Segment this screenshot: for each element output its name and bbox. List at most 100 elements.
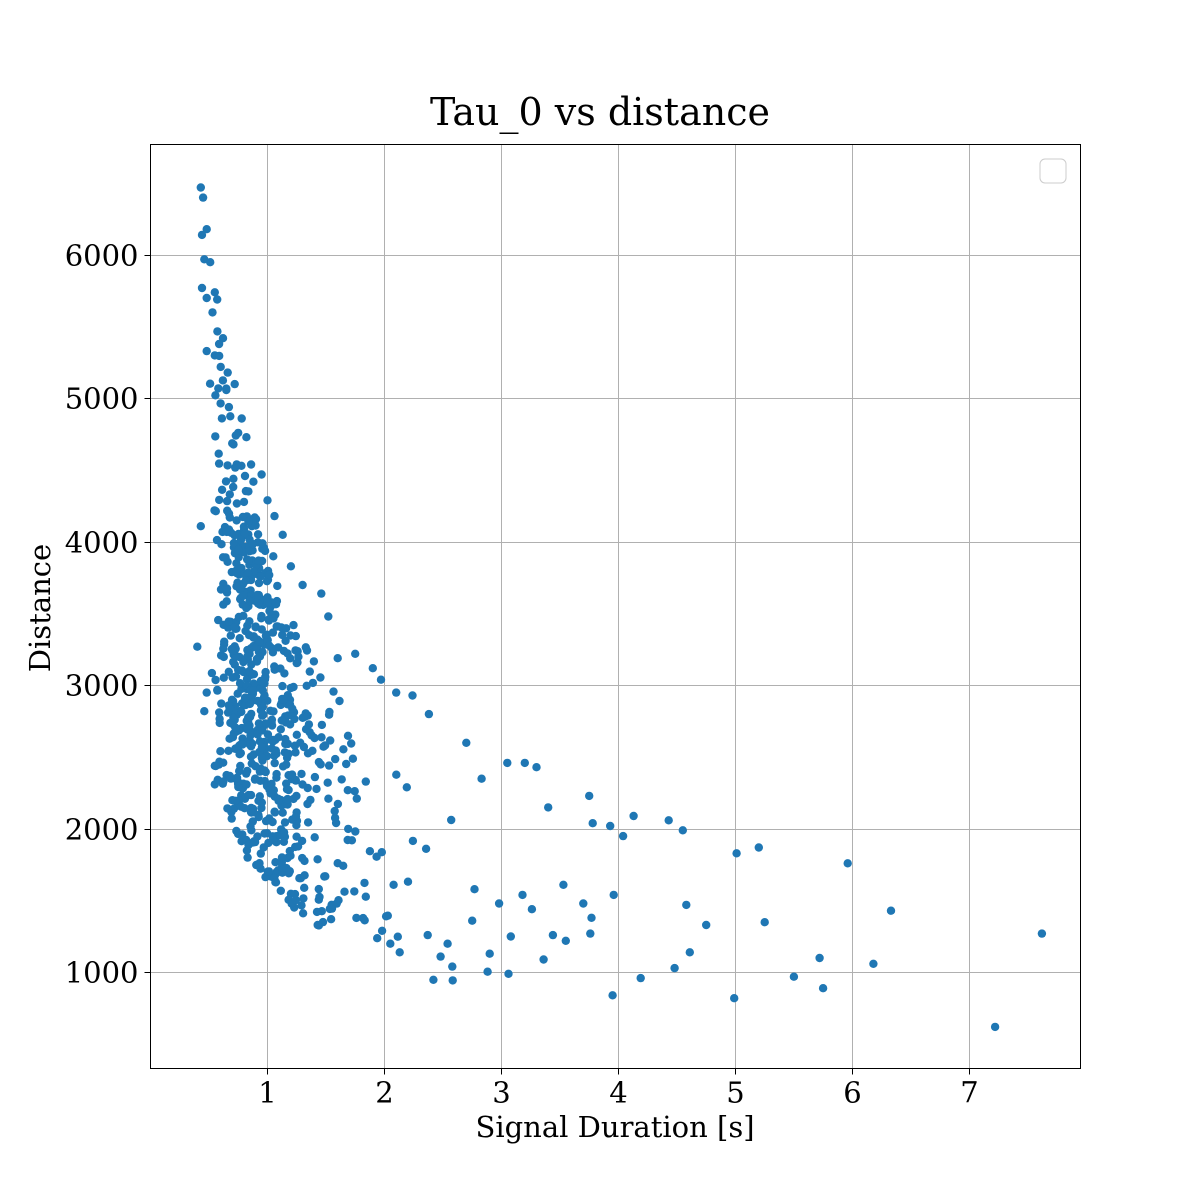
data-point xyxy=(307,731,316,740)
data-point xyxy=(278,530,287,539)
data-point xyxy=(229,713,238,722)
data-point xyxy=(214,339,224,349)
data-point xyxy=(337,775,346,784)
data-point xyxy=(298,580,307,590)
data-point xyxy=(377,848,386,857)
data-point xyxy=(268,628,278,637)
data-point xyxy=(269,552,278,561)
data-point xyxy=(286,654,295,663)
data-point xyxy=(255,637,264,646)
data-point xyxy=(243,853,252,862)
data-point xyxy=(313,920,322,930)
data-point xyxy=(292,791,301,801)
chart-title: Tau_0 vs distance xyxy=(430,90,770,135)
data-point xyxy=(1037,929,1047,938)
data-point xyxy=(210,288,219,297)
data-point xyxy=(317,733,326,742)
data-point xyxy=(389,880,398,889)
y-axis-label: Distance xyxy=(23,544,57,672)
data-point xyxy=(285,846,294,856)
data-point xyxy=(527,905,537,914)
data-point xyxy=(254,578,264,588)
data-point xyxy=(294,652,303,661)
data-point xyxy=(376,675,386,684)
data-point xyxy=(237,414,246,423)
data-point xyxy=(258,539,267,548)
data-point xyxy=(368,664,377,673)
data-point xyxy=(241,576,250,585)
data-point xyxy=(270,665,279,674)
data-point xyxy=(271,746,280,755)
data-point xyxy=(225,490,234,499)
data-point xyxy=(351,827,360,836)
x-tick-label: 5 xyxy=(726,1076,744,1110)
data-point xyxy=(483,967,492,976)
data-point xyxy=(678,826,687,835)
data-point xyxy=(324,761,334,770)
data-point xyxy=(215,714,224,724)
data-point xyxy=(213,685,222,695)
data-point xyxy=(236,802,246,811)
data-point xyxy=(343,731,353,740)
data-point xyxy=(292,658,301,668)
data-point xyxy=(239,591,248,600)
data-point xyxy=(231,796,240,805)
data-point xyxy=(312,907,322,917)
data-point xyxy=(277,716,286,725)
data-point xyxy=(224,617,233,626)
data-point xyxy=(216,651,226,660)
data-point xyxy=(261,719,270,728)
data-point xyxy=(503,758,512,768)
data-point xyxy=(224,746,233,755)
data-point xyxy=(249,807,258,817)
data-point xyxy=(539,955,548,964)
data-point xyxy=(342,759,351,769)
data-point xyxy=(606,821,615,831)
data-point xyxy=(244,517,253,526)
data-point xyxy=(300,883,309,892)
data-point xyxy=(242,780,251,789)
data-point xyxy=(260,829,269,838)
data-point xyxy=(292,832,301,841)
data-point xyxy=(386,939,395,948)
data-point xyxy=(256,572,265,581)
data-point xyxy=(240,693,250,703)
data-point xyxy=(276,725,285,734)
data-point xyxy=(291,748,300,757)
data-point xyxy=(197,283,207,293)
data-point xyxy=(245,631,254,640)
x-tick-label: 7 xyxy=(960,1076,978,1110)
data-point xyxy=(270,758,279,768)
data-point xyxy=(237,666,247,675)
data-point xyxy=(211,391,220,400)
data-point xyxy=(211,507,220,516)
data-point xyxy=(257,753,267,763)
data-point xyxy=(269,614,278,623)
data-point xyxy=(249,686,258,695)
data-point xyxy=(241,486,251,496)
data-point xyxy=(251,521,260,530)
x-axis-label: Signal Duration [s] xyxy=(475,1110,754,1144)
data-point xyxy=(292,730,301,739)
data-point xyxy=(324,710,334,719)
data-point xyxy=(232,516,241,525)
data-point xyxy=(329,687,338,696)
data-point xyxy=(229,474,238,483)
data-point xyxy=(317,589,326,598)
data-point xyxy=(221,477,231,486)
x-tick-label: 1 xyxy=(258,1076,276,1110)
data-point xyxy=(284,749,293,758)
data-point xyxy=(219,644,228,653)
data-point xyxy=(216,399,225,408)
data-point xyxy=(268,735,278,745)
data-point xyxy=(333,654,342,663)
data-point xyxy=(242,433,251,442)
data-point xyxy=(588,819,597,828)
data-point xyxy=(314,884,323,894)
data-point xyxy=(211,761,220,771)
data-point xyxy=(327,900,336,909)
x-tick-label: 6 xyxy=(843,1076,861,1110)
data-point xyxy=(224,402,234,412)
data-point xyxy=(303,818,313,827)
x-tick-label: 2 xyxy=(375,1076,393,1110)
